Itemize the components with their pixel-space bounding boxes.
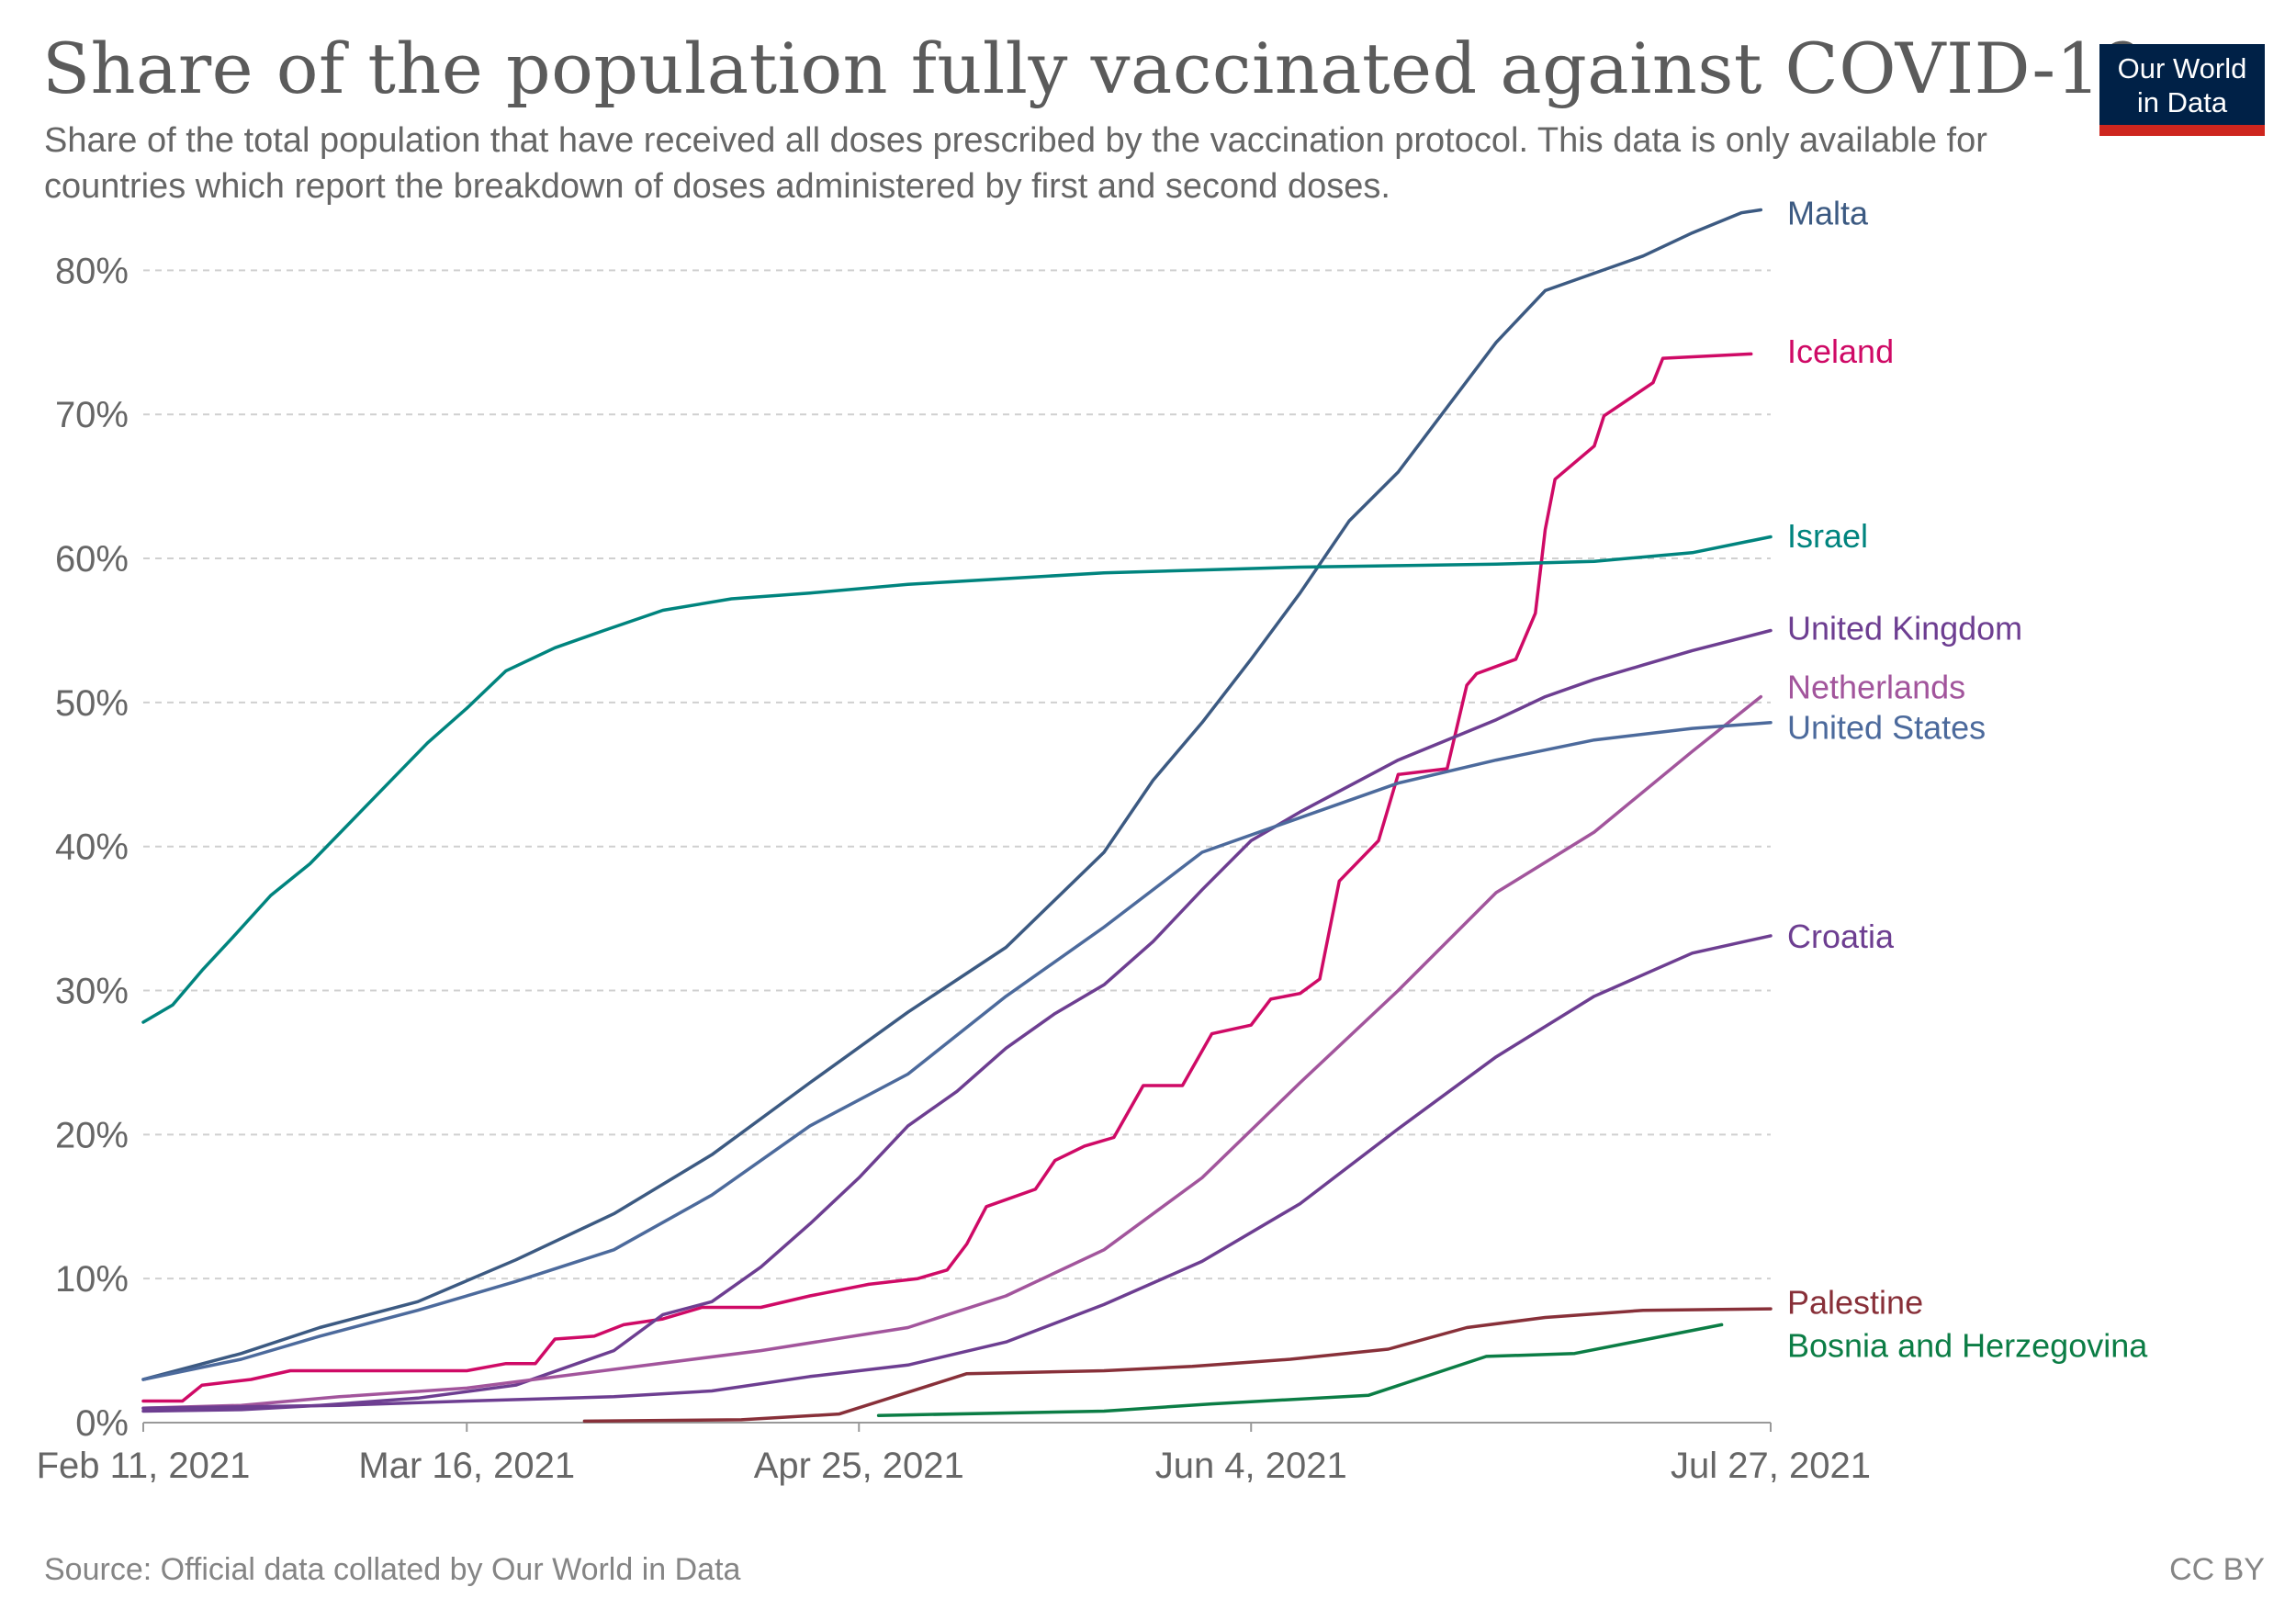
series-label-bosnia-and-herzegovina: Bosnia and Herzegovina [1787,1326,2148,1364]
series-line-palestine [582,1307,1773,1424]
series-label-palestine: Palestine [1787,1283,1923,1321]
owid-logo[interactable]: Our World in Data [2099,44,2265,136]
series-label-iceland: Iceland [1787,332,1894,370]
series-line-bosnia-and-herzegovina [876,1323,1724,1417]
series-line-iceland [141,352,1753,1403]
chart-title: Share of the population fully vaccinated… [42,28,2146,109]
y-tick-label: 0% [75,1403,129,1444]
logo-accent-bar [2099,125,2265,136]
y-tick-label: 20% [55,1115,129,1155]
series-line-croatia [141,934,1773,1411]
logo-line-1: Our World [2117,52,2247,84]
logo-line-2: in Data [2136,86,2228,118]
series-label-croatia: Croatia [1787,917,1895,955]
series-label-united-states: United States [1787,709,1986,747]
axes: 0% 10% 20% 30% 40% 50% 60% 70% 80% Feb 11, 2021 Ma… [37,251,1871,1486]
y-tick-label: 10% [55,1259,129,1300]
source-note: Source: Official data collated by Our Wo… [44,1552,741,1587]
x-tick-label: Jun 4, 2021 [1155,1446,1347,1486]
chart-subtitle: Share of the total population that have … [44,121,1987,206]
x-tick-label: Mar 16, 2021 [358,1446,575,1486]
y-tick-label: 70% [55,395,129,435]
x-tick-label: Feb 11, 2021 [37,1446,251,1486]
y-tick-label: 80% [55,251,129,291]
y-tick-label: 50% [55,683,129,724]
license-note[interactable]: CC BY [2169,1552,2265,1587]
line-chart: 0% 10% 20% 30% 40% 50% 60% 70% 80% Feb 11, 2021 Ma… [37,195,2149,1486]
series-labels: Malta Iceland Israel United Kingdom Netherla… [1787,195,2148,1365]
y-tick-label: 30% [55,972,129,1012]
logo-text: Our World in Data [2099,51,2265,119]
series-line-united-kingdom [141,628,1773,1413]
x-tick-label: Apr 25, 2021 [754,1446,964,1486]
series-label-united-kingdom: United Kingdom [1787,609,2022,647]
y-tick-label: 40% [55,827,129,868]
series-label-netherlands: Netherlands [1787,669,1965,706]
series-line-malta [141,208,1763,1381]
grid-lines [143,269,1771,1280]
series-line-netherlands [141,694,1763,1411]
x-tick-label: Jul 27, 2021 [1671,1446,1871,1486]
y-tick-label: 60% [55,539,129,580]
series-lines [141,208,1773,1424]
series-label-israel: Israel [1787,517,1868,555]
series-line-united-states [141,721,1773,1381]
series-label-malta: Malta [1787,195,1869,232]
series-line-israel [141,535,1773,1024]
